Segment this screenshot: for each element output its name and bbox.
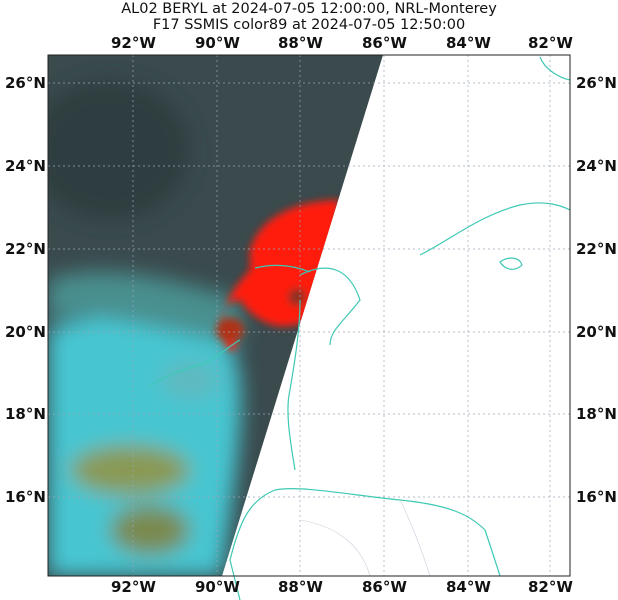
lat-tick-left: 20°N xyxy=(5,323,46,341)
lat-tick-right: 22°N xyxy=(576,240,617,258)
lon-tick-top: 88°W xyxy=(278,34,323,52)
lon-tick-bottom: 88°W xyxy=(278,578,323,596)
lon-tick-bottom: 86°W xyxy=(362,578,407,596)
lon-tick-top: 82°W xyxy=(528,34,573,52)
lat-tick-left: 22°N xyxy=(5,240,46,258)
map-frame xyxy=(47,54,571,577)
lat-tick-right: 24°N xyxy=(576,157,617,175)
title-line-1: AL02 BERYL at 2024-07-05 12:00:00, NRL-M… xyxy=(121,1,497,17)
lon-tick-bottom: 82°W xyxy=(528,578,573,596)
lat-tick-right: 18°N xyxy=(576,405,617,423)
lon-tick-top: 90°W xyxy=(195,34,240,52)
lat-tick-right: 26°N xyxy=(576,74,617,92)
lon-tick-top: 86°W xyxy=(362,34,407,52)
ssmis-swath xyxy=(48,55,383,576)
lon-tick-bottom: 84°W xyxy=(446,578,491,596)
lat-tick-left: 26°N xyxy=(5,74,46,92)
lat-tick-left: 18°N xyxy=(5,405,46,423)
title-line-2: F17 SSMIS color89 at 2024-07-05 12:50:00 xyxy=(152,17,466,33)
lon-tick-top: 84°W xyxy=(446,34,491,52)
lon-tick-bottom: 90°W xyxy=(195,578,240,596)
lon-tick-top: 92°W xyxy=(111,34,156,52)
lon-tick-bottom: 92°W xyxy=(111,578,156,596)
lat-tick-right: 16°N xyxy=(576,488,617,506)
lat-tick-left: 24°N xyxy=(5,157,46,175)
lat-tick-left: 16°N xyxy=(5,488,46,506)
lat-tick-right: 20°N xyxy=(576,323,617,341)
